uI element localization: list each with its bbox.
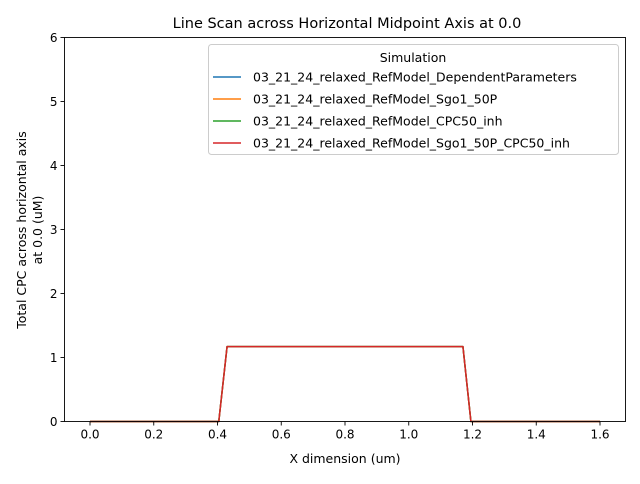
chart-title: Line Scan across Horizontal Midpoint Axi… [173,16,522,32]
legend: Simulation 03_21_24_relaxed_RefModel_Dep… [208,44,619,155]
legend-entries: 03_21_24_relaxed_RefModel_DependentParam… [213,70,577,151]
y-tick-label: 3 [50,223,58,237]
y-tick-label: 5 [50,95,58,109]
x-tick-label: 1.0 [399,428,418,442]
x-tick-label: 1.6 [590,428,609,442]
y-tick-label: 1 [50,351,58,365]
x-tick-label: 1.2 [463,428,482,442]
legend-title: Simulation [380,50,447,65]
legend-label-4: 03_21_24_relaxed_RefModel_Sgo1_50P_CPC50… [253,136,570,151]
y-tick-label: 2 [50,287,58,301]
x-tick-label: 0.6 [272,428,291,442]
y-axis-ticks: 0 1 2 3 4 5 6 [50,31,65,429]
y-axis-label-line2: at 0.0 (uM) [30,196,45,265]
legend-label-3: 03_21_24_relaxed_RefModel_CPC50_inh [253,114,503,129]
x-tick-label: 0.8 [335,428,354,442]
legend-label-2: 03_21_24_relaxed_RefModel_Sgo1_50P [253,92,498,107]
x-tick-label: 0.0 [80,428,99,442]
x-axis-label: X dimension (um) [289,451,400,466]
y-axis-label-line1: Total CPC across horizontal axis [14,131,29,330]
legend-box [208,44,619,155]
legend-label-1: 03_21_24_relaxed_RefModel_DependentParam… [253,70,577,85]
x-axis-ticks: 0.0 0.2 0.4 0.6 0.8 1.0 1.2 1.4 1.6 [80,421,610,442]
y-tick-label: 4 [50,159,58,173]
x-tick-label: 1.4 [527,428,546,442]
y-tick-label: 0 [50,415,58,429]
x-tick-label: 0.4 [208,428,227,442]
x-tick-label: 0.2 [144,428,163,442]
y-tick-label: 6 [50,31,58,45]
y-axis-label: Total CPC across horizontal axis at 0.0 … [14,131,45,330]
